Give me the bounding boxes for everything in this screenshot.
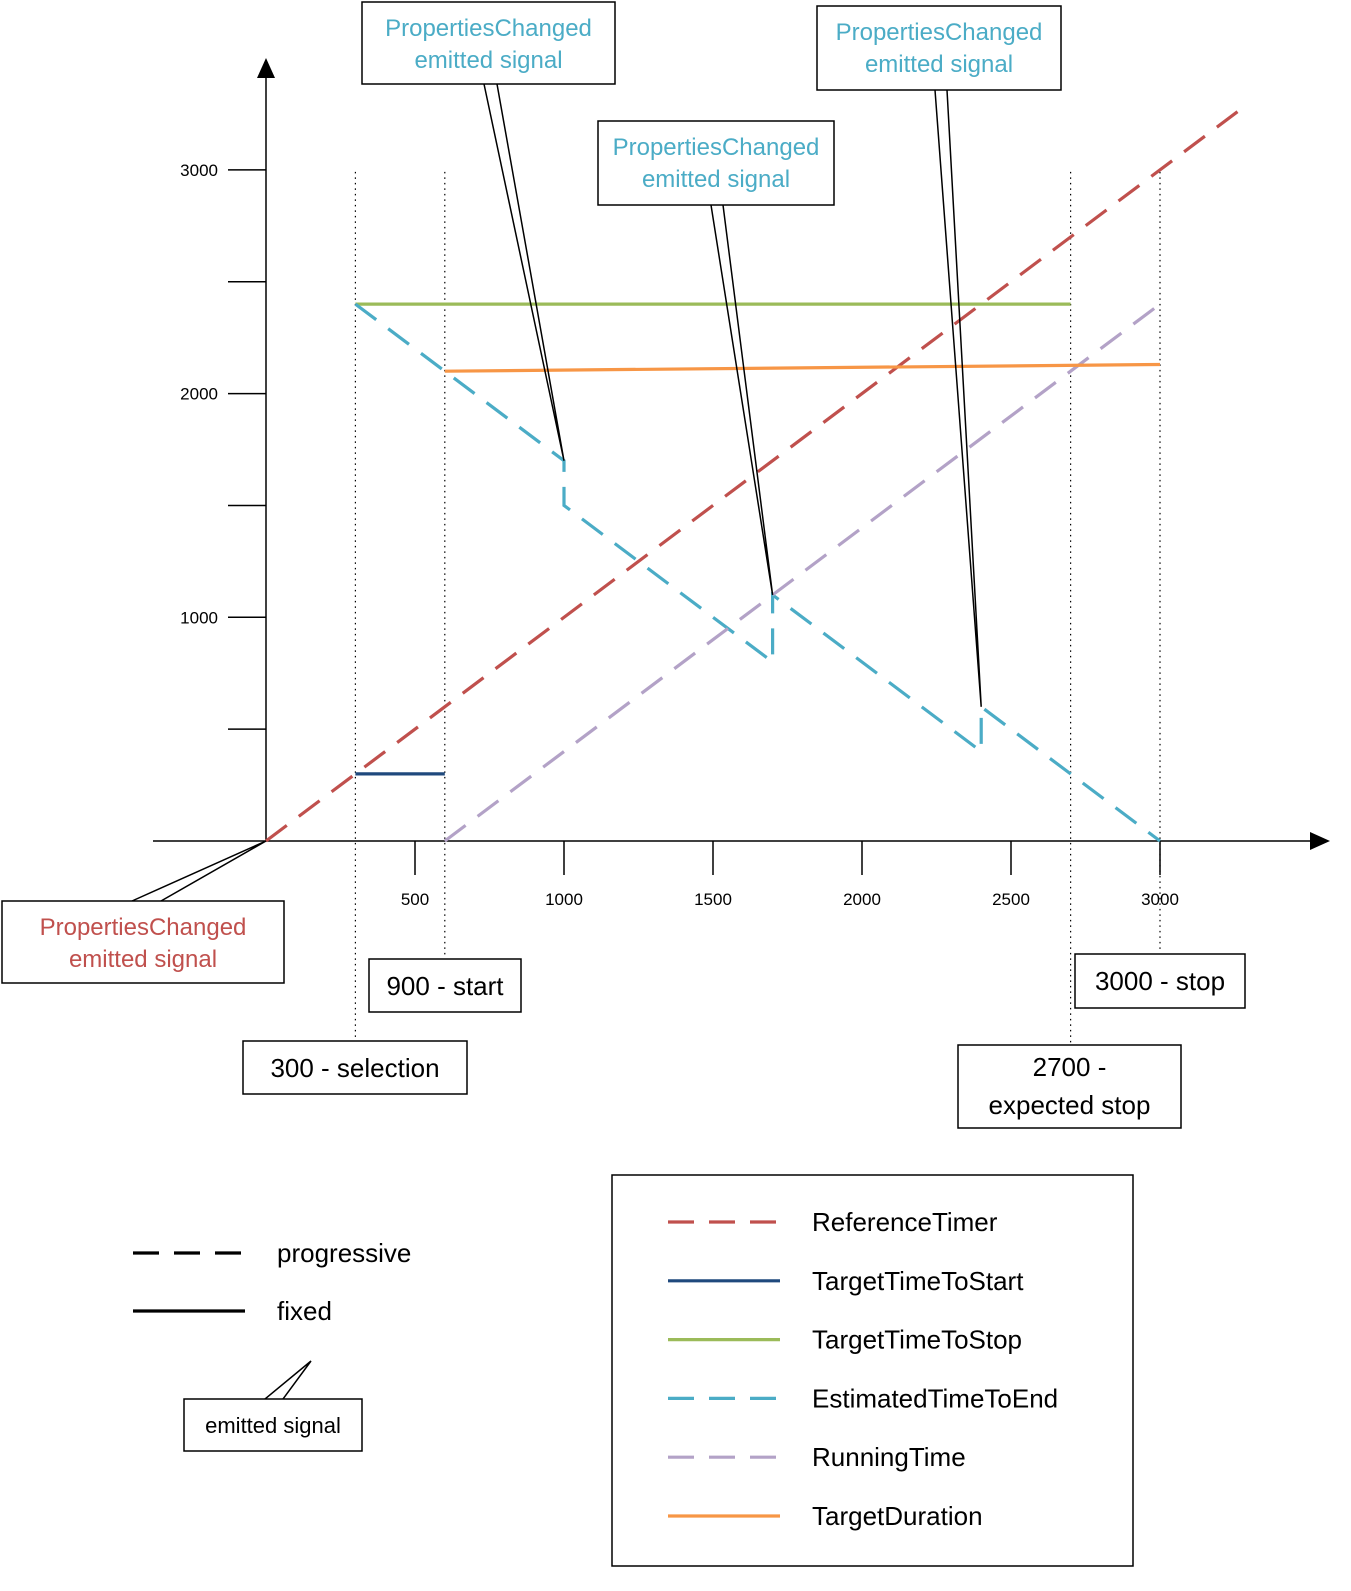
x-tick-label: 1000 xyxy=(545,890,583,909)
emitted-signal-label: emitted signal xyxy=(205,1413,341,1438)
marker-label: 3000 - stop xyxy=(1095,966,1225,996)
callout-text: PropertiesChanged xyxy=(385,15,592,42)
callout-text: PropertiesChanged xyxy=(836,19,1043,46)
legend-label: RunningTime xyxy=(812,1442,966,1472)
emitted-signal-pointer xyxy=(264,1360,312,1400)
marker-box xyxy=(242,1040,468,1095)
series-line-RunningTime xyxy=(443,302,1161,843)
marker-label: expected stop xyxy=(989,1090,1151,1120)
series-line-ReferenceTimer xyxy=(265,110,1239,843)
series-legend: ReferenceTimer TargetTimeToStart TargetTim… xyxy=(611,1174,1134,1567)
legend-label: TargetTimeToStop xyxy=(812,1325,1022,1355)
series-line-TargetDuration xyxy=(444,362,1161,373)
callout-boxes: PropertiesChanged emitted signal Propertie… xyxy=(1,1,1062,984)
axes: 500 1000 1500 2000 2500 3000 3000 2000 1000 xyxy=(153,58,1330,909)
legend-box xyxy=(611,1174,1134,1567)
legend-label: ReferenceTimer xyxy=(812,1207,998,1237)
callout-box xyxy=(816,5,1062,91)
callout-pointer xyxy=(483,83,565,461)
callout-pointer xyxy=(710,204,774,596)
callout-text: emitted signal xyxy=(414,47,562,74)
callout-pointer xyxy=(131,840,267,902)
marker-label: 2700 - xyxy=(1033,1052,1107,1082)
y-tick-label: 1000 xyxy=(180,608,218,627)
marker-label: 300 - selection xyxy=(270,1053,439,1083)
fixed-label: fixed xyxy=(277,1296,332,1326)
callout-text: PropertiesChanged xyxy=(613,134,820,161)
x-tick-label: 500 xyxy=(401,890,429,909)
callout-box xyxy=(361,1,616,85)
emitted-signal-box xyxy=(183,1398,363,1452)
marker-box xyxy=(957,1044,1182,1129)
callout-text: emitted signal xyxy=(642,166,790,193)
callout-box xyxy=(597,120,835,206)
marker-box xyxy=(368,958,522,1013)
style-legend: progressive fixed emitted signal xyxy=(133,1238,411,1452)
x-tick-label: 2500 xyxy=(992,890,1030,909)
callout-text: emitted signal xyxy=(69,946,217,973)
x-axis-arrow xyxy=(1310,832,1330,850)
legend-label: EstimatedTimeToEnd xyxy=(812,1383,1058,1413)
y-tick-label: 2000 xyxy=(180,385,218,404)
callout-text: PropertiesChanged xyxy=(40,914,247,941)
y-axis-arrow xyxy=(257,58,275,78)
marker-guides xyxy=(354,171,1161,1043)
callout-pointers xyxy=(131,83,982,902)
x-tick-label: 1500 xyxy=(694,890,732,909)
series-lines xyxy=(265,110,1239,843)
callout-pointer xyxy=(934,89,982,707)
callout-text: emitted signal xyxy=(865,51,1013,78)
series-line-EstimatedTimeToEnd xyxy=(354,302,1161,843)
marker-label: 900 - start xyxy=(386,971,504,1001)
legend-label: TargetTimeToStart xyxy=(812,1266,1024,1296)
callout-box xyxy=(1,900,285,984)
y-tick-label: 3000 xyxy=(180,161,218,180)
marker-labels: 300 - selection 900 - start 2700 - expected… xyxy=(242,953,1246,1129)
legend-label: TargetDuration xyxy=(812,1501,983,1531)
marker-box xyxy=(1074,953,1246,1009)
x-tick-label: 3000 xyxy=(1141,890,1179,909)
x-tick-label: 2000 xyxy=(843,890,881,909)
progressive-label: progressive xyxy=(277,1238,411,1268)
